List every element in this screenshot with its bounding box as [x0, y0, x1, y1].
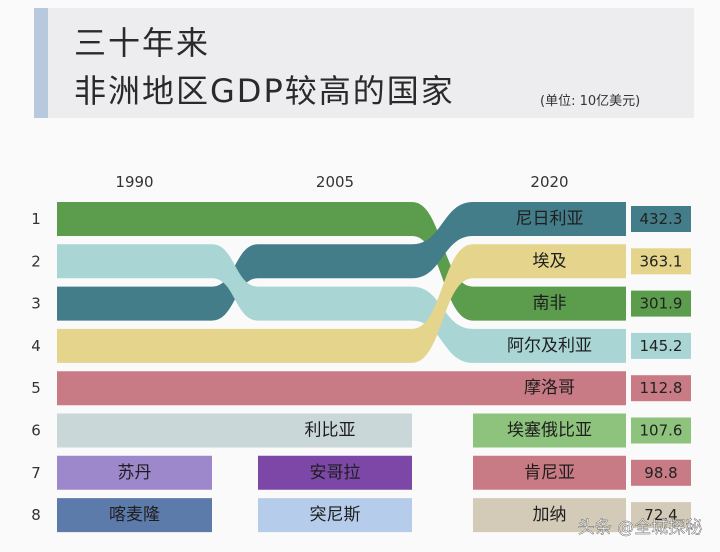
title-line-1: 三十年来 — [74, 24, 211, 62]
value-box-3 — [631, 290, 691, 317]
country-label-摩洛哥: 摩洛哥 — [524, 378, 575, 398]
country-label-阿尔及利亚: 阿尔及利亚 — [507, 336, 592, 356]
rank-label-1: 1 — [31, 210, 41, 228]
band-安哥拉 — [258, 455, 412, 490]
title-line-2: 非洲地区GDP较高的国家 — [74, 72, 455, 110]
value-box-1 — [631, 206, 691, 232]
country-label-加纳: 加纳 — [533, 505, 567, 525]
year-label-1990: 1990 — [115, 173, 153, 191]
country-label-利比亚: 利比亚 — [305, 421, 356, 441]
rank-label-4: 4 — [31, 337, 41, 355]
rank-label-2: 2 — [31, 252, 41, 270]
value-box-2 — [631, 248, 691, 275]
band-加纳 — [473, 498, 626, 533]
title-box — [34, 8, 694, 118]
value-box-6 — [631, 417, 691, 444]
value-label-1: 432.3 — [640, 210, 683, 228]
band-阿尔及利亚 — [57, 244, 626, 363]
country-label-埃及: 埃及 — [533, 251, 567, 271]
value-label-3: 301.9 — [640, 295, 683, 313]
value-box-4 — [631, 332, 691, 359]
country-label-安哥拉: 安哥拉 — [310, 463, 361, 483]
band-埃及 — [57, 244, 626, 363]
band-摩洛哥 — [57, 371, 626, 406]
unit-note: (单位: 10亿美元) — [540, 94, 641, 109]
band-利比亚 — [57, 413, 412, 448]
title-accent-bar — [34, 8, 48, 118]
country-label-肯尼亚: 肯尼亚 — [524, 463, 575, 483]
value-box-8 — [631, 502, 691, 529]
band-南非 — [57, 202, 626, 321]
country-label-埃塞俄比亚: 埃塞俄比亚 — [507, 421, 592, 441]
band-突尼斯 — [258, 498, 412, 533]
rank-label-7: 7 — [31, 464, 41, 482]
rank-label-3: 3 — [31, 295, 41, 313]
value-label-2: 363.1 — [640, 252, 683, 270]
rank-label-6: 6 — [31, 422, 41, 440]
band-肯尼亚 — [473, 455, 626, 490]
band-苏丹 — [57, 455, 212, 490]
year-label-2020: 2020 — [530, 173, 568, 191]
value-box-5 — [631, 375, 691, 402]
country-label-突尼斯: 突尼斯 — [310, 505, 361, 525]
value-label-7: 98.8 — [644, 464, 677, 482]
country-label-南非: 南非 — [533, 294, 567, 314]
country-label-苏丹: 苏丹 — [118, 463, 152, 483]
country-label-喀麦隆: 喀麦隆 — [109, 505, 160, 525]
value-label-6: 107.6 — [640, 422, 683, 440]
value-label-4: 145.2 — [640, 337, 683, 355]
country-label-尼日利亚: 尼日利亚 — [516, 209, 584, 229]
year-label-2005: 2005 — [316, 173, 354, 191]
band-埃塞俄比亚 — [473, 413, 626, 448]
rank-label-8: 8 — [31, 506, 41, 524]
value-label-8: 72.4 — [644, 506, 677, 524]
value-label-5: 112.8 — [640, 379, 683, 397]
band-喀麦隆 — [57, 498, 212, 533]
band-尼日利亚 — [57, 202, 626, 321]
value-box-7 — [631, 459, 691, 486]
rank-label-5: 5 — [31, 379, 41, 397]
watermark: 头条 @全城探秘 — [578, 518, 702, 538]
